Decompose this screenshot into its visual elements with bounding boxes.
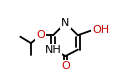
Text: O: O [61, 61, 70, 71]
Text: OH: OH [92, 25, 109, 35]
Text: O: O [36, 30, 45, 40]
Text: NH: NH [45, 45, 61, 55]
Text: N: N [61, 18, 70, 28]
